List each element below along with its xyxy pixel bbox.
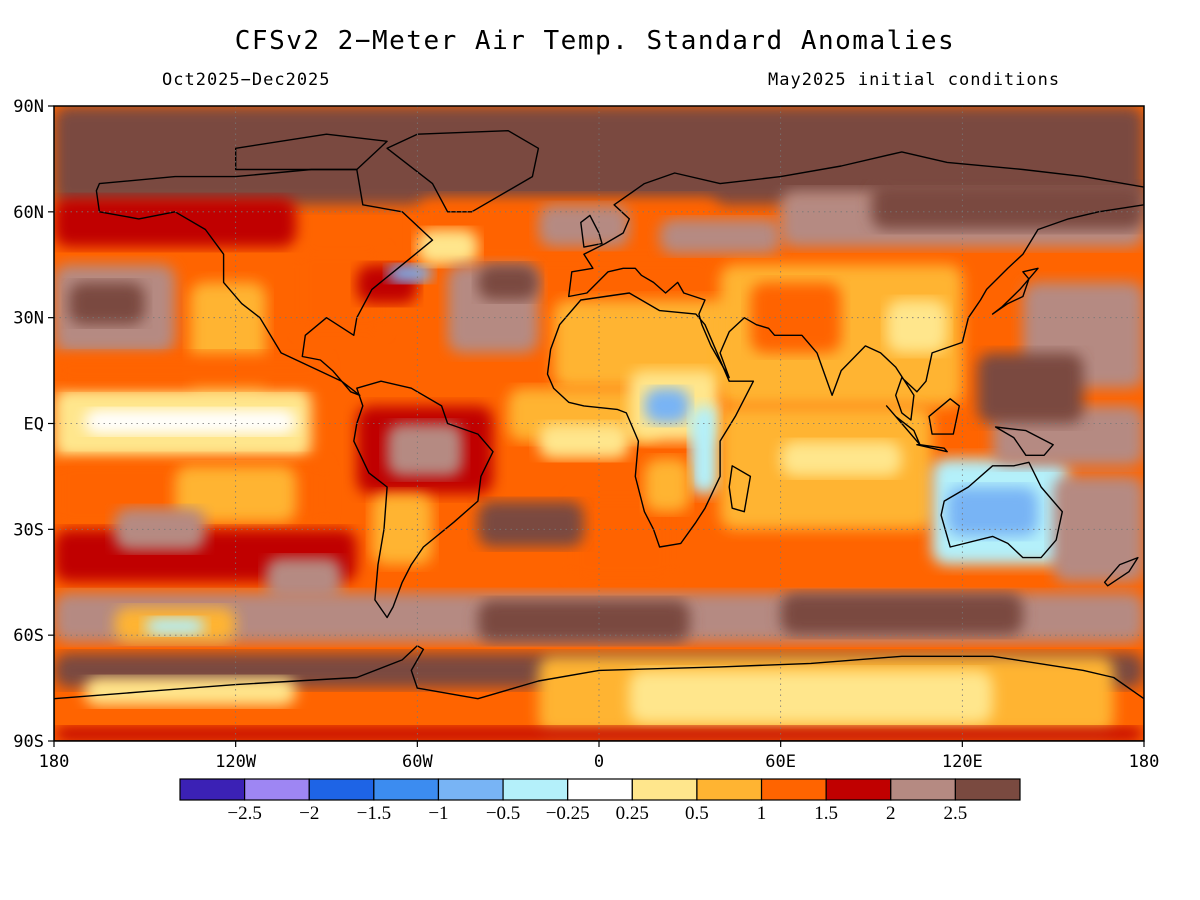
colorbar-label: −2: [299, 803, 319, 824]
lat-tick-label: EQ: [24, 415, 44, 435]
anomaly-region: [54, 106, 1144, 205]
coastline: [885, 405, 921, 446]
anomaly-region: [477, 264, 539, 301]
coastline: [235, 133, 388, 171]
colorbar-swatch: [308, 778, 375, 801]
lon-tick-label: 120E: [942, 752, 983, 772]
anomaly-region: [977, 352, 1084, 424]
map-title: CFSv2 2−Meter Air Temp. Standard Anomali…: [234, 26, 956, 56]
colorbar-swatch: [954, 778, 1021, 801]
colorbar-swatch: [631, 778, 698, 801]
colorbar-swatch: [373, 778, 440, 801]
anomaly-region: [1053, 476, 1144, 583]
lat-tick-label: 90N: [13, 97, 44, 117]
coastline: [546, 292, 755, 548]
colorbar-swatch: [179, 778, 246, 801]
forecast-period: Oct2025−Dec2025: [162, 70, 331, 90]
coastline: [994, 426, 1054, 456]
color-bar: −2.5 −2 −1.5 −1 −0.5 −0.25 0.25 0.5 1 1.5 2 2.5: [179, 778, 1021, 824]
anomaly-region: [780, 441, 902, 477]
anomaly-region: [886, 300, 948, 353]
anomaly-region: [144, 617, 206, 636]
coastline: [991, 267, 1039, 315]
coastline: [54, 645, 1144, 741]
anomaly-region: [417, 229, 478, 265]
colorbar-swatch: [437, 778, 504, 801]
anomaly-region: [629, 670, 993, 724]
colorbar-label: −1.5: [357, 803, 391, 824]
colorbar-label: −1: [428, 803, 448, 824]
colorbar-label: 2.5: [944, 803, 968, 824]
lat-tick-label: 60N: [13, 203, 44, 223]
anomaly-region: [947, 487, 1039, 537]
lon-tick-label: 180: [39, 752, 70, 772]
colorbar-swatch: [825, 778, 892, 801]
anomaly-region: [538, 423, 630, 459]
lon-tick-label: 60E: [765, 752, 796, 772]
coastline: [940, 461, 1063, 559]
lon-tick-label: 60W: [402, 752, 433, 772]
coastline: [95, 168, 434, 396]
anomaly-region: [387, 264, 433, 283]
colorbar-swatch: [696, 778, 763, 801]
coastline: [353, 380, 494, 619]
anomaly-region: [659, 218, 781, 255]
anomaly-region: [175, 465, 297, 523]
anomaly-region: [54, 352, 327, 389]
coastline: [386, 130, 540, 213]
coastline: [728, 465, 752, 513]
colorbar-swatch: [567, 778, 633, 801]
anomaly-region: [477, 599, 690, 643]
colorbar-label: −2.5: [227, 803, 261, 824]
anomaly-region: [84, 409, 297, 435]
lat-tick-label: 30S: [13, 520, 44, 540]
anomaly-region: [689, 405, 721, 495]
latitude-labels: 90N 60N 30N EQ 30S 60S 90S: [13, 97, 54, 752]
anomaly-region: [265, 557, 342, 600]
lat-tick-label: 30N: [13, 309, 44, 329]
lon-tick-label: 0: [594, 752, 604, 772]
anomaly-region: [644, 458, 690, 512]
lat-tick-label: 60S: [13, 626, 44, 646]
colorbar-swatch: [760, 778, 827, 801]
colorbar-label: −0.25: [546, 803, 590, 824]
anomaly-region: [69, 282, 145, 325]
anomaly-region: [477, 501, 584, 547]
coastline: [916, 444, 948, 453]
coastlines: [54, 130, 1144, 741]
colorbar-label: 1.5: [814, 803, 838, 824]
coastline: [928, 398, 960, 435]
colorbar-label: 2: [886, 803, 896, 824]
longitude-labels: 180 120W 60W 0 60E 120E 180: [39, 741, 1160, 772]
anomaly-region: [84, 677, 297, 706]
anomaly-region: [54, 197, 297, 248]
anomaly-region: [750, 282, 842, 353]
anomaly-region: [780, 592, 1023, 636]
colorbar-swatch: [244, 778, 310, 801]
lon-tick-label: 180: [1129, 752, 1160, 772]
colorbar-swatch: [502, 778, 569, 801]
anomaly-region: [871, 183, 1144, 230]
coastline: [1103, 556, 1139, 587]
anomaly-region: [538, 204, 630, 248]
coastline: [568, 151, 1144, 421]
grid-lines: [54, 106, 1144, 741]
colorbar-swatch: [890, 778, 956, 801]
anomaly-region: [387, 423, 463, 477]
colorbar-label: 0.25: [616, 803, 649, 824]
initial-conditions: May2025 initial conditions: [768, 70, 1061, 90]
anomaly-region: [568, 494, 675, 583]
lon-tick-label: 120W: [215, 752, 257, 772]
colorbar-label: 0.5: [685, 803, 709, 824]
anomaly-region: [644, 388, 690, 424]
colorbar-label: 1: [757, 803, 767, 824]
lat-tick-label: 90S: [13, 732, 44, 752]
colorbar-label: −0.5: [486, 803, 520, 824]
